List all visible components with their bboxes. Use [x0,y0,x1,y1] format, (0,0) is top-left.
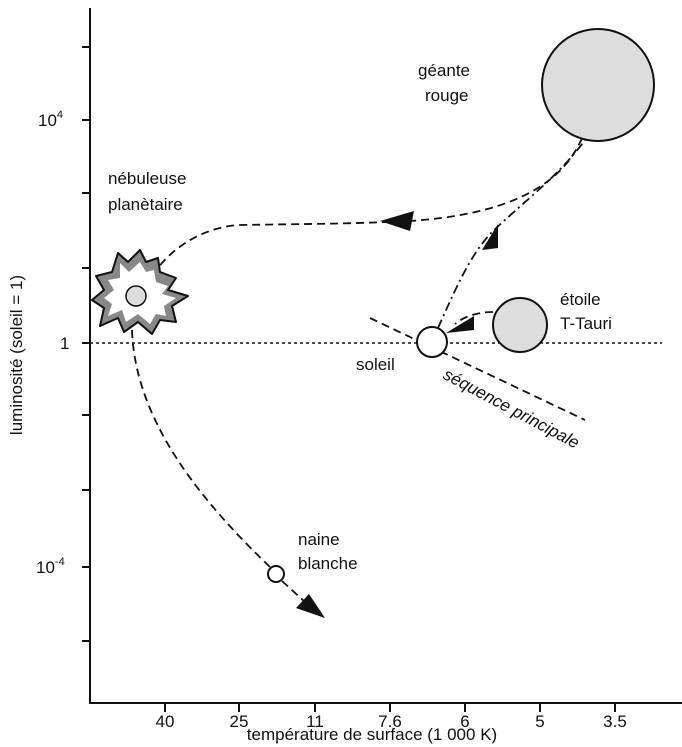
sun-label: soleil [356,355,395,374]
x-tick-label: 3.5 [603,712,627,731]
y-tick-label: 104 [38,109,63,130]
red-giant-label: géante [418,61,470,80]
y-tick-label: 1 [60,334,69,353]
x-axis-title: température de surface (1 000 K) [247,725,497,744]
dwarf-cooling-path [282,581,305,602]
t-tauri-label: T-Tauri [560,314,612,333]
main-sequence [370,318,585,420]
y-tick-label: 10-4 [36,556,65,577]
arrow [482,224,498,250]
arrow [446,316,474,333]
red-giant [542,29,654,141]
nebula-label: planètaire [108,195,183,214]
x-tick-label: 40 [156,712,175,731]
sun [417,327,447,357]
nebula-label: nébuleuse [108,169,186,188]
arrow [380,211,414,231]
hr-diagram: 104 1 10-4 40 25 11 7.6 6 5 3.5 températ… [0,0,682,747]
red-giant-label: rouge [425,86,468,105]
y-axis-title: luminosité (soleil = 1) [7,275,26,435]
white-dwarf [268,566,284,582]
x-ticks [165,703,615,712]
white-dwarf-label: blanche [298,554,358,573]
giant-to-nebula-path [155,138,582,272]
white-dwarf-label: naine [298,530,340,549]
x-tick-label: 5 [535,712,544,731]
t-tauri-label: étoile [560,290,601,309]
nebula-core [126,286,146,306]
x-tick-label: 25 [230,712,249,731]
t-tauri-star [493,298,547,352]
nebula-to-dwarf-path [132,330,270,567]
y-ticks [82,47,90,641]
arrow [296,594,325,618]
